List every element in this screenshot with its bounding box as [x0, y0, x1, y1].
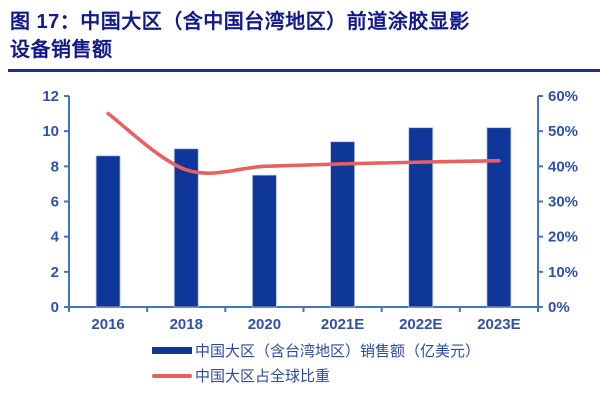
svg-text:30%: 30% — [548, 194, 578, 211]
svg-text:0: 0 — [51, 299, 59, 316]
svg-text:2018: 2018 — [170, 316, 203, 333]
svg-text:4: 4 — [51, 229, 60, 246]
legend-bar-swatch — [152, 347, 192, 354]
svg-text:2022E: 2022E — [399, 316, 442, 333]
figure-title: 图 17：中国大区（含中国台湾地区）前道涂胶显影 设备销售额 — [0, 0, 600, 64]
svg-text:2021E: 2021E — [321, 316, 364, 333]
combo-chart: 0 2 4 6 8 10 12 0% 10% 20% 30% 40% 50% 60% 2016 2018 202… — [42, 88, 578, 333]
svg-text:2020: 2020 — [248, 316, 281, 333]
svg-text:2: 2 — [51, 264, 59, 281]
svg-text:8: 8 — [51, 158, 59, 175]
legend-item-sales: 中国大区（含台湾地区）销售额（亿美元） — [152, 338, 600, 363]
figure-title-line1: 图 17：中国大区（含中国台湾地区）前道涂胶显影 — [10, 11, 470, 33]
svg-text:2016: 2016 — [91, 316, 124, 333]
svg-text:20%: 20% — [548, 229, 578, 246]
chart-legend: 中国大区（含台湾地区）销售额（亿美元） 中国大区占全球比重 — [152, 338, 600, 388]
svg-text:6: 6 — [51, 194, 59, 211]
svg-text:40%: 40% — [548, 158, 578, 175]
title-underline — [8, 69, 600, 72]
svg-text:60%: 60% — [548, 88, 578, 105]
legend-item-share: 中国大区占全球比重 — [152, 363, 600, 388]
legend-line-swatch — [152, 373, 192, 378]
svg-text:10: 10 — [42, 123, 59, 140]
legend-label-sales: 中国大区（含台湾地区）销售额（亿美元） — [195, 343, 481, 360]
svg-text:0%: 0% — [548, 299, 570, 316]
legend-label-share: 中国大区占全球比重 — [195, 368, 331, 385]
svg-text:10%: 10% — [548, 264, 578, 281]
svg-text:2023E: 2023E — [477, 316, 520, 333]
figure-title-line2: 设备销售额 — [10, 39, 113, 61]
svg-text:50%: 50% — [548, 123, 578, 140]
svg-text:12: 12 — [42, 88, 59, 105]
